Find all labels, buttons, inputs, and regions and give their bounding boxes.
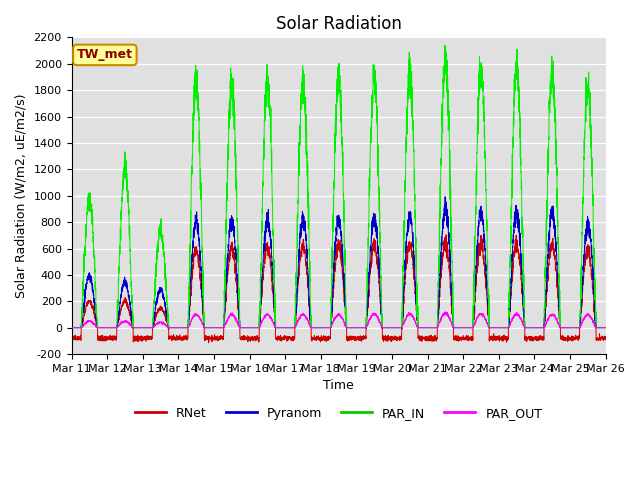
PAR_OUT [602, 325, 609, 331]
PAR_OUT [164, 324, 172, 330]
Legend: RNet, Pyranom, PAR_IN, PAR_OUT: RNet, Pyranom, PAR_IN, PAR_OUT [130, 402, 547, 424]
RNet [442, 232, 450, 238]
Pyranom [164, 317, 172, 323]
PAR_IN [488, 325, 496, 331]
Pyranom [602, 325, 609, 331]
PAR_OUT [488, 325, 496, 331]
Line: RNet: RNet [72, 235, 605, 343]
PAR_IN [601, 325, 609, 331]
Pyranom [601, 325, 609, 331]
Pyranom [319, 325, 326, 331]
Pyranom [441, 194, 449, 200]
RNet [164, 321, 172, 326]
Line: Pyranom: Pyranom [72, 197, 605, 328]
PAR_OUT [601, 325, 609, 331]
PAR_IN [164, 311, 172, 316]
Y-axis label: Solar Radiation (W/m2, uE/m2/s): Solar Radiation (W/m2, uE/m2/s) [15, 94, 28, 298]
X-axis label: Time: Time [323, 379, 354, 392]
RNet [489, 334, 497, 339]
Pyranom [68, 325, 76, 331]
PAR_IN [429, 325, 436, 331]
RNet [205, 340, 212, 346]
RNet [458, 336, 466, 342]
Pyranom [458, 325, 466, 331]
PAR_OUT [319, 325, 326, 331]
RNet [68, 336, 76, 341]
RNet [429, 336, 436, 341]
PAR_IN [602, 325, 609, 331]
Text: TW_met: TW_met [77, 48, 133, 61]
PAR_IN [441, 42, 449, 48]
PAR_OUT [441, 309, 449, 315]
PAR_IN [458, 325, 466, 331]
PAR_IN [68, 325, 76, 331]
RNet [602, 336, 609, 342]
RNet [602, 334, 609, 340]
Pyranom [429, 325, 436, 331]
RNet [319, 337, 326, 343]
Pyranom [488, 325, 496, 331]
PAR_OUT [458, 325, 466, 331]
Line: PAR_IN: PAR_IN [72, 45, 605, 328]
PAR_OUT [429, 325, 436, 331]
Line: PAR_OUT: PAR_OUT [72, 312, 605, 328]
PAR_OUT [68, 325, 76, 331]
Title: Solar Radiation: Solar Radiation [276, 15, 401, 33]
PAR_IN [319, 325, 326, 331]
